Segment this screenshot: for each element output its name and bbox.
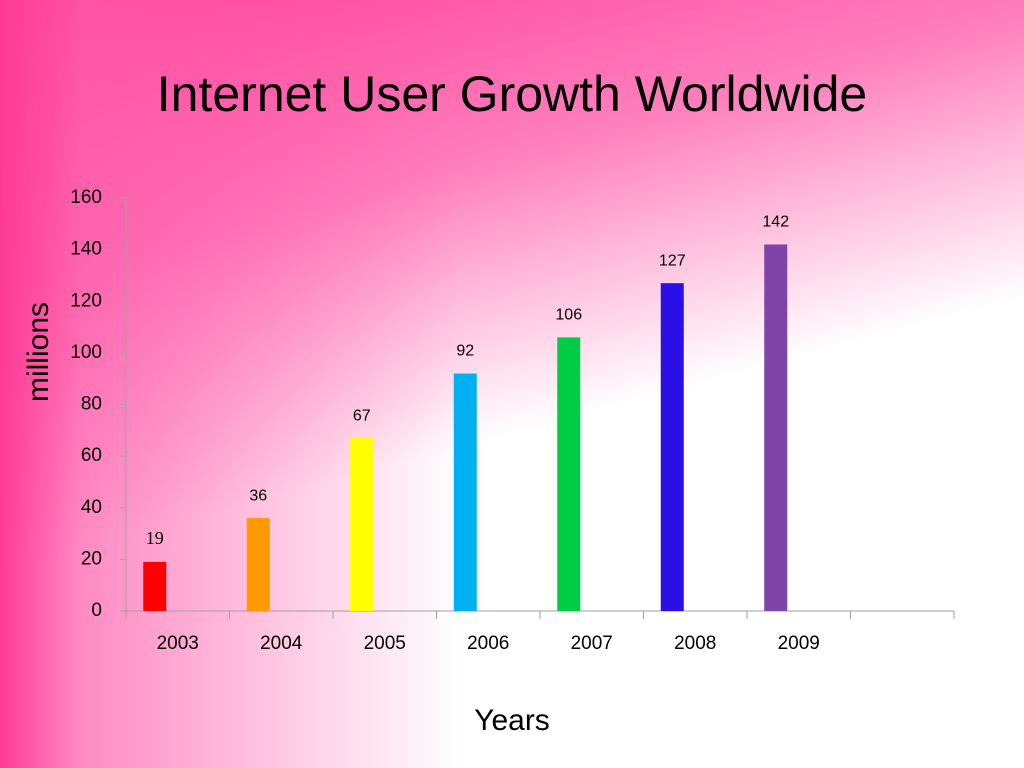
- y-tick-label: 0: [91, 600, 102, 621]
- x-tick-label: 2006: [467, 633, 509, 654]
- value-label: 106: [555, 307, 582, 324]
- bar: [143, 561, 167, 611]
- y-tick-label: 40: [81, 497, 102, 518]
- y-tick-label: 140: [70, 239, 102, 260]
- y-tick-label: 60: [81, 445, 102, 466]
- bar: [350, 438, 374, 611]
- bar: [660, 283, 684, 611]
- x-tick-label: 2005: [364, 633, 406, 654]
- x-tick-label: 2003: [157, 633, 199, 654]
- bar: [453, 373, 477, 611]
- x-tick-label: 2007: [571, 633, 613, 654]
- chart-title: Internet User Growth Worldwide: [157, 66, 867, 122]
- x-tick-label: 2004: [260, 633, 303, 654]
- y-tick-label: 80: [81, 394, 102, 415]
- y-axis-title: millions: [22, 302, 55, 402]
- y-tick-label: 120: [70, 290, 102, 311]
- x-tick-label: 2009: [778, 633, 820, 654]
- bar: [764, 244, 788, 611]
- bar: [557, 337, 581, 611]
- x-axis-title: Years: [474, 704, 550, 737]
- bar: [246, 518, 270, 611]
- value-label: 36: [249, 487, 267, 504]
- value-label: 19: [146, 528, 164, 548]
- value-label: 142: [762, 214, 789, 231]
- value-label: 92: [456, 343, 474, 360]
- x-tick-label: 2008: [674, 633, 716, 654]
- y-tick-label: 100: [70, 342, 102, 363]
- y-tick-label: 160: [70, 187, 102, 208]
- value-label: 127: [659, 252, 686, 269]
- value-label: 67: [353, 407, 371, 424]
- y-tick-label: 20: [81, 548, 102, 569]
